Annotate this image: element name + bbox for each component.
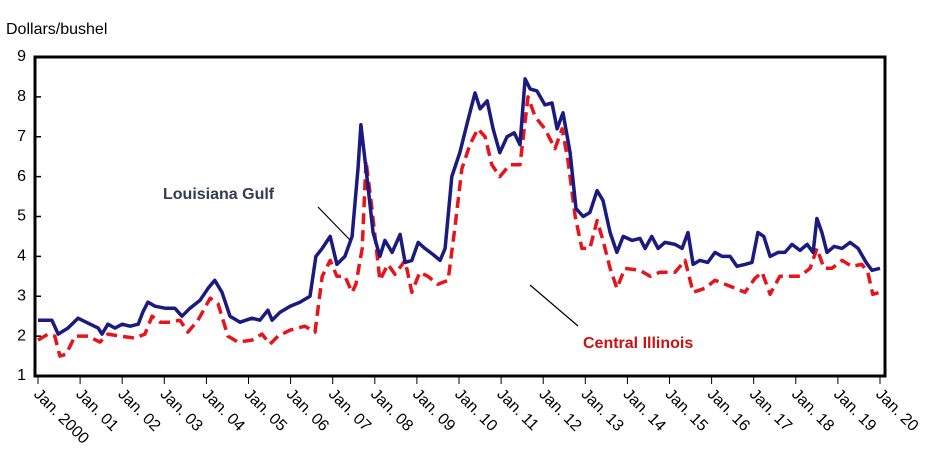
plot-frame xyxy=(33,55,887,378)
y-tick-label: 4 xyxy=(17,248,26,265)
y-tick-label: 7 xyxy=(17,128,26,145)
x-tick-label: Jan. 05 xyxy=(241,386,290,435)
y-axis-label: Dollars/bushel xyxy=(6,21,107,38)
x-tick-label: Jan. 18 xyxy=(788,386,837,435)
series-annotation: Louisiana Gulf xyxy=(163,186,275,203)
series-line xyxy=(38,77,881,336)
x-tick-label: Jan. 08 xyxy=(367,386,416,435)
x-tick-label: Jan. 12 xyxy=(535,386,584,435)
leader-line xyxy=(529,284,579,327)
x-tick-label: Jan. 15 xyxy=(662,386,711,435)
x-tick-label: Jan. 03 xyxy=(156,386,205,435)
x-tick-label: Jan. 06 xyxy=(283,386,332,435)
x-tick-label: Jan. 13 xyxy=(577,386,626,435)
x-tick-label: Jan. 16 xyxy=(704,386,753,435)
y-tick-label: 5 xyxy=(17,208,26,225)
leader-line xyxy=(317,206,351,241)
x-tick-label: Jan. 07 xyxy=(325,386,374,435)
x-tick-label: Jan. 10 xyxy=(451,386,500,435)
x-tick-label: Jan. 14 xyxy=(620,386,669,435)
x-tick-label: Jan. 02 xyxy=(114,386,163,435)
plot-area xyxy=(37,77,881,358)
series-line xyxy=(37,95,881,358)
x-tick-label: Jan. 11 xyxy=(493,386,541,434)
series-annotation: Central Illinois xyxy=(583,335,693,352)
y-tick-label: 1 xyxy=(17,367,26,384)
x-tick-label: Jan. 20 xyxy=(872,386,921,435)
x-tick-label: Jan. 09 xyxy=(409,386,458,435)
y-tick-label: 2 xyxy=(17,327,26,344)
y-tick-label: 3 xyxy=(17,287,26,304)
x-tick-label: Jan. 19 xyxy=(830,386,879,435)
y-tick-label: 9 xyxy=(17,48,26,65)
x-tick-label: Jan. 04 xyxy=(199,386,248,435)
y-tick-label: 8 xyxy=(17,88,26,105)
x-tick-label: Jan. 17 xyxy=(746,386,795,435)
y-tick-label: 6 xyxy=(17,168,26,185)
